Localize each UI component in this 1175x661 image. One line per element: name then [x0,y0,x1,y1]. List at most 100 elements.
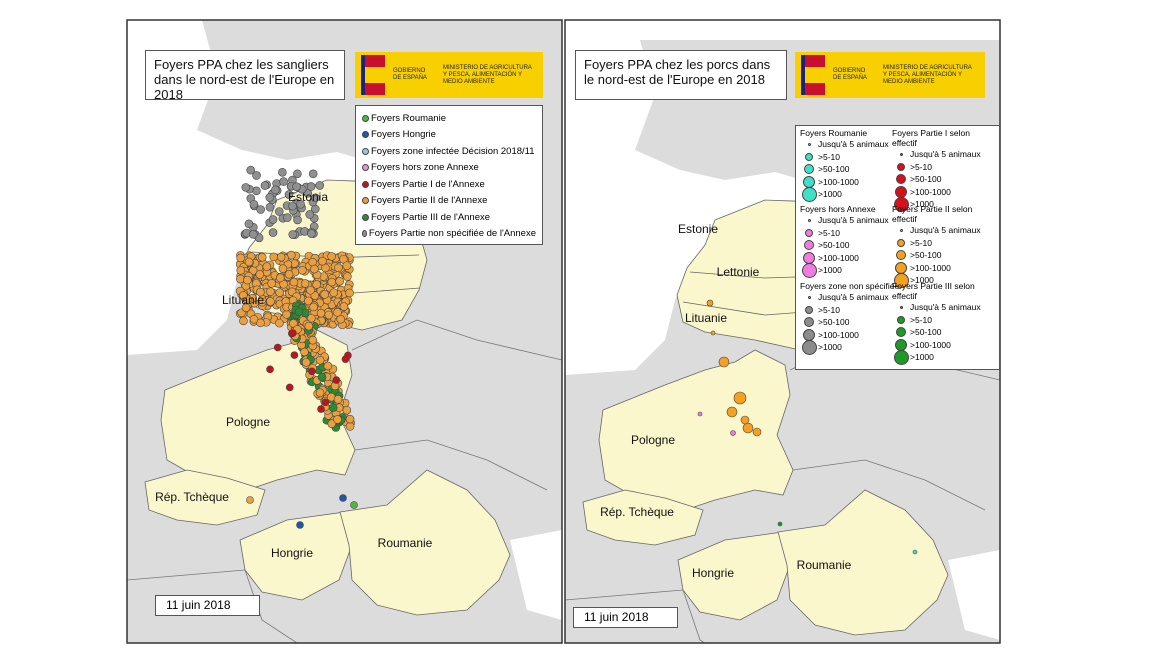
outbreak-dot [710,330,716,336]
legend-label: Foyers hors zone Annexe [371,162,479,174]
outbreak-dot [697,411,703,417]
legend-item: >5-10 [892,314,992,327]
legend-label: Foyers Partie non spécifiée de l'Annexe [368,228,536,240]
legend-swatch-cell [892,315,910,324]
outbreak-dot [271,185,280,195]
outbreak-dot [315,181,325,190]
outbreak-dot [256,287,265,297]
legend-group: Foyers Partie I selon effectif Jusqu'à 5 … [892,128,992,212]
outbreak-dot [298,265,307,275]
legend-swatch [362,213,369,221]
legend-item: >5-10 [800,304,900,317]
outbreak-dot [288,201,297,211]
legend-swatch [362,114,369,122]
outbreak-dot [308,367,316,376]
outbreak-dot [276,273,285,283]
legend-label: >1000 [818,265,842,276]
legend-label: >100-1000 [818,329,859,340]
legend-label: >1000 [910,275,934,286]
outbreak-dot [265,193,275,202]
outbreak-dot [350,501,358,509]
country-label: Pologne [225,415,271,429]
legend-item: >1000 [892,272,992,288]
legend-label: Foyers Hongrie [371,129,436,141]
legend-group: Foyers Partie III selon effectif Jusqu'à … [892,281,992,365]
legend-swatch [899,305,903,309]
legend-swatch [899,228,903,232]
legend-label: >100-1000 [910,186,951,197]
legend-item: Foyers Roumanie [362,110,536,127]
outbreak-dot [307,229,316,238]
legend-item: >50-100 [800,163,900,176]
outbreak-dot [912,549,918,555]
legend-swatch-cell [800,295,818,299]
legend-swatch [896,250,906,261]
legend-swatch [362,164,369,172]
outbreak-dot [777,521,783,527]
legend-swatch-cell [800,218,818,222]
outbreak-dot [324,310,334,320]
legend-group-title: Foyers Partie II selon effectif [892,204,973,224]
legend-label: Foyers zone infectée Décision 2018/11 [371,145,535,157]
legend-swatch-cell [892,152,910,156]
country-label: Hongrie [691,566,735,580]
legend: Foyers Roumanie Foyers Hongrie Foyers zone… [355,105,543,245]
outbreak-dot [256,205,265,214]
legend-swatch [893,349,909,365]
outbreak-dot [252,186,261,196]
outbreak-dot [733,391,747,405]
outbreak-dot [323,361,333,371]
map-title: Foyers PPA chez les sangliers dans le no… [145,50,345,102]
outbreak-dot [345,414,355,424]
legend-swatch [807,218,811,222]
outbreak-dot [275,288,284,297]
legend-swatch [805,228,813,237]
outbreak-dot [318,256,327,266]
legend-label: >5-10 [910,161,932,172]
outbreak-dot [320,290,330,299]
logo-crest [361,55,385,95]
outbreak-dot [267,279,276,288]
outbreak-dot [308,169,318,179]
outbreak-dot [266,287,275,296]
legend-label: >1000 [818,342,842,353]
legend-group: Foyers Roumanie Jusqu'à 5 animaux >5-10 >50… [800,128,900,202]
legend-label: >50-100 [818,240,850,251]
outbreak-dot [306,285,315,295]
legend-label: >5-10 [818,227,840,238]
outbreak-dot [308,335,318,345]
country-label: Estonie [677,222,719,236]
outbreak-dot [236,274,245,284]
legend-label: >50-100 [818,317,850,328]
legend-label: >100-1000 [818,252,859,263]
outbreak-dot [339,302,349,311]
legend-label: Jusqu'à 5 animaux [910,149,981,160]
outbreak-dot [246,496,254,504]
legend-item: >50-100 [892,173,992,186]
outbreak-dot [740,415,750,425]
outbreak-dot [345,288,354,298]
logo: GOBIERNO DE ESPAÑA MINISTERIO DE AGRICULT… [795,52,985,98]
legend-item: >5-10 [892,237,992,250]
legend-item: >100-1000 [892,185,992,199]
legend-group-title: Foyers Partie I selon effectif [892,128,970,148]
outbreak-dot [332,376,341,384]
legend: Foyers Roumanie Jusqu'à 5 animaux >5-10 >50… [795,125,1000,370]
country-label: Lituanie [221,293,265,307]
legend-swatch [897,315,905,324]
legend-item: Jusqu'à 5 animaux [800,291,900,304]
outbreak-dot [241,183,251,192]
legend-group: Foyers Partie II selon effectif Jusqu'à 5… [892,204,992,288]
outbreak-dot [312,280,321,289]
outbreak-dot [241,303,251,313]
legend-swatch-cell [892,174,910,185]
outbreak-dot [262,262,272,271]
legend-swatch [804,240,814,251]
outbreak-dot [239,291,248,300]
outbreak-dot [726,406,738,418]
legend-swatch [807,295,811,299]
logo-ministerio: MINISTERIO DE AGRICULTURA Y PESCA, ALIME… [883,64,972,85]
outbreak-dot [343,272,352,281]
outbreak-dot [339,494,347,502]
